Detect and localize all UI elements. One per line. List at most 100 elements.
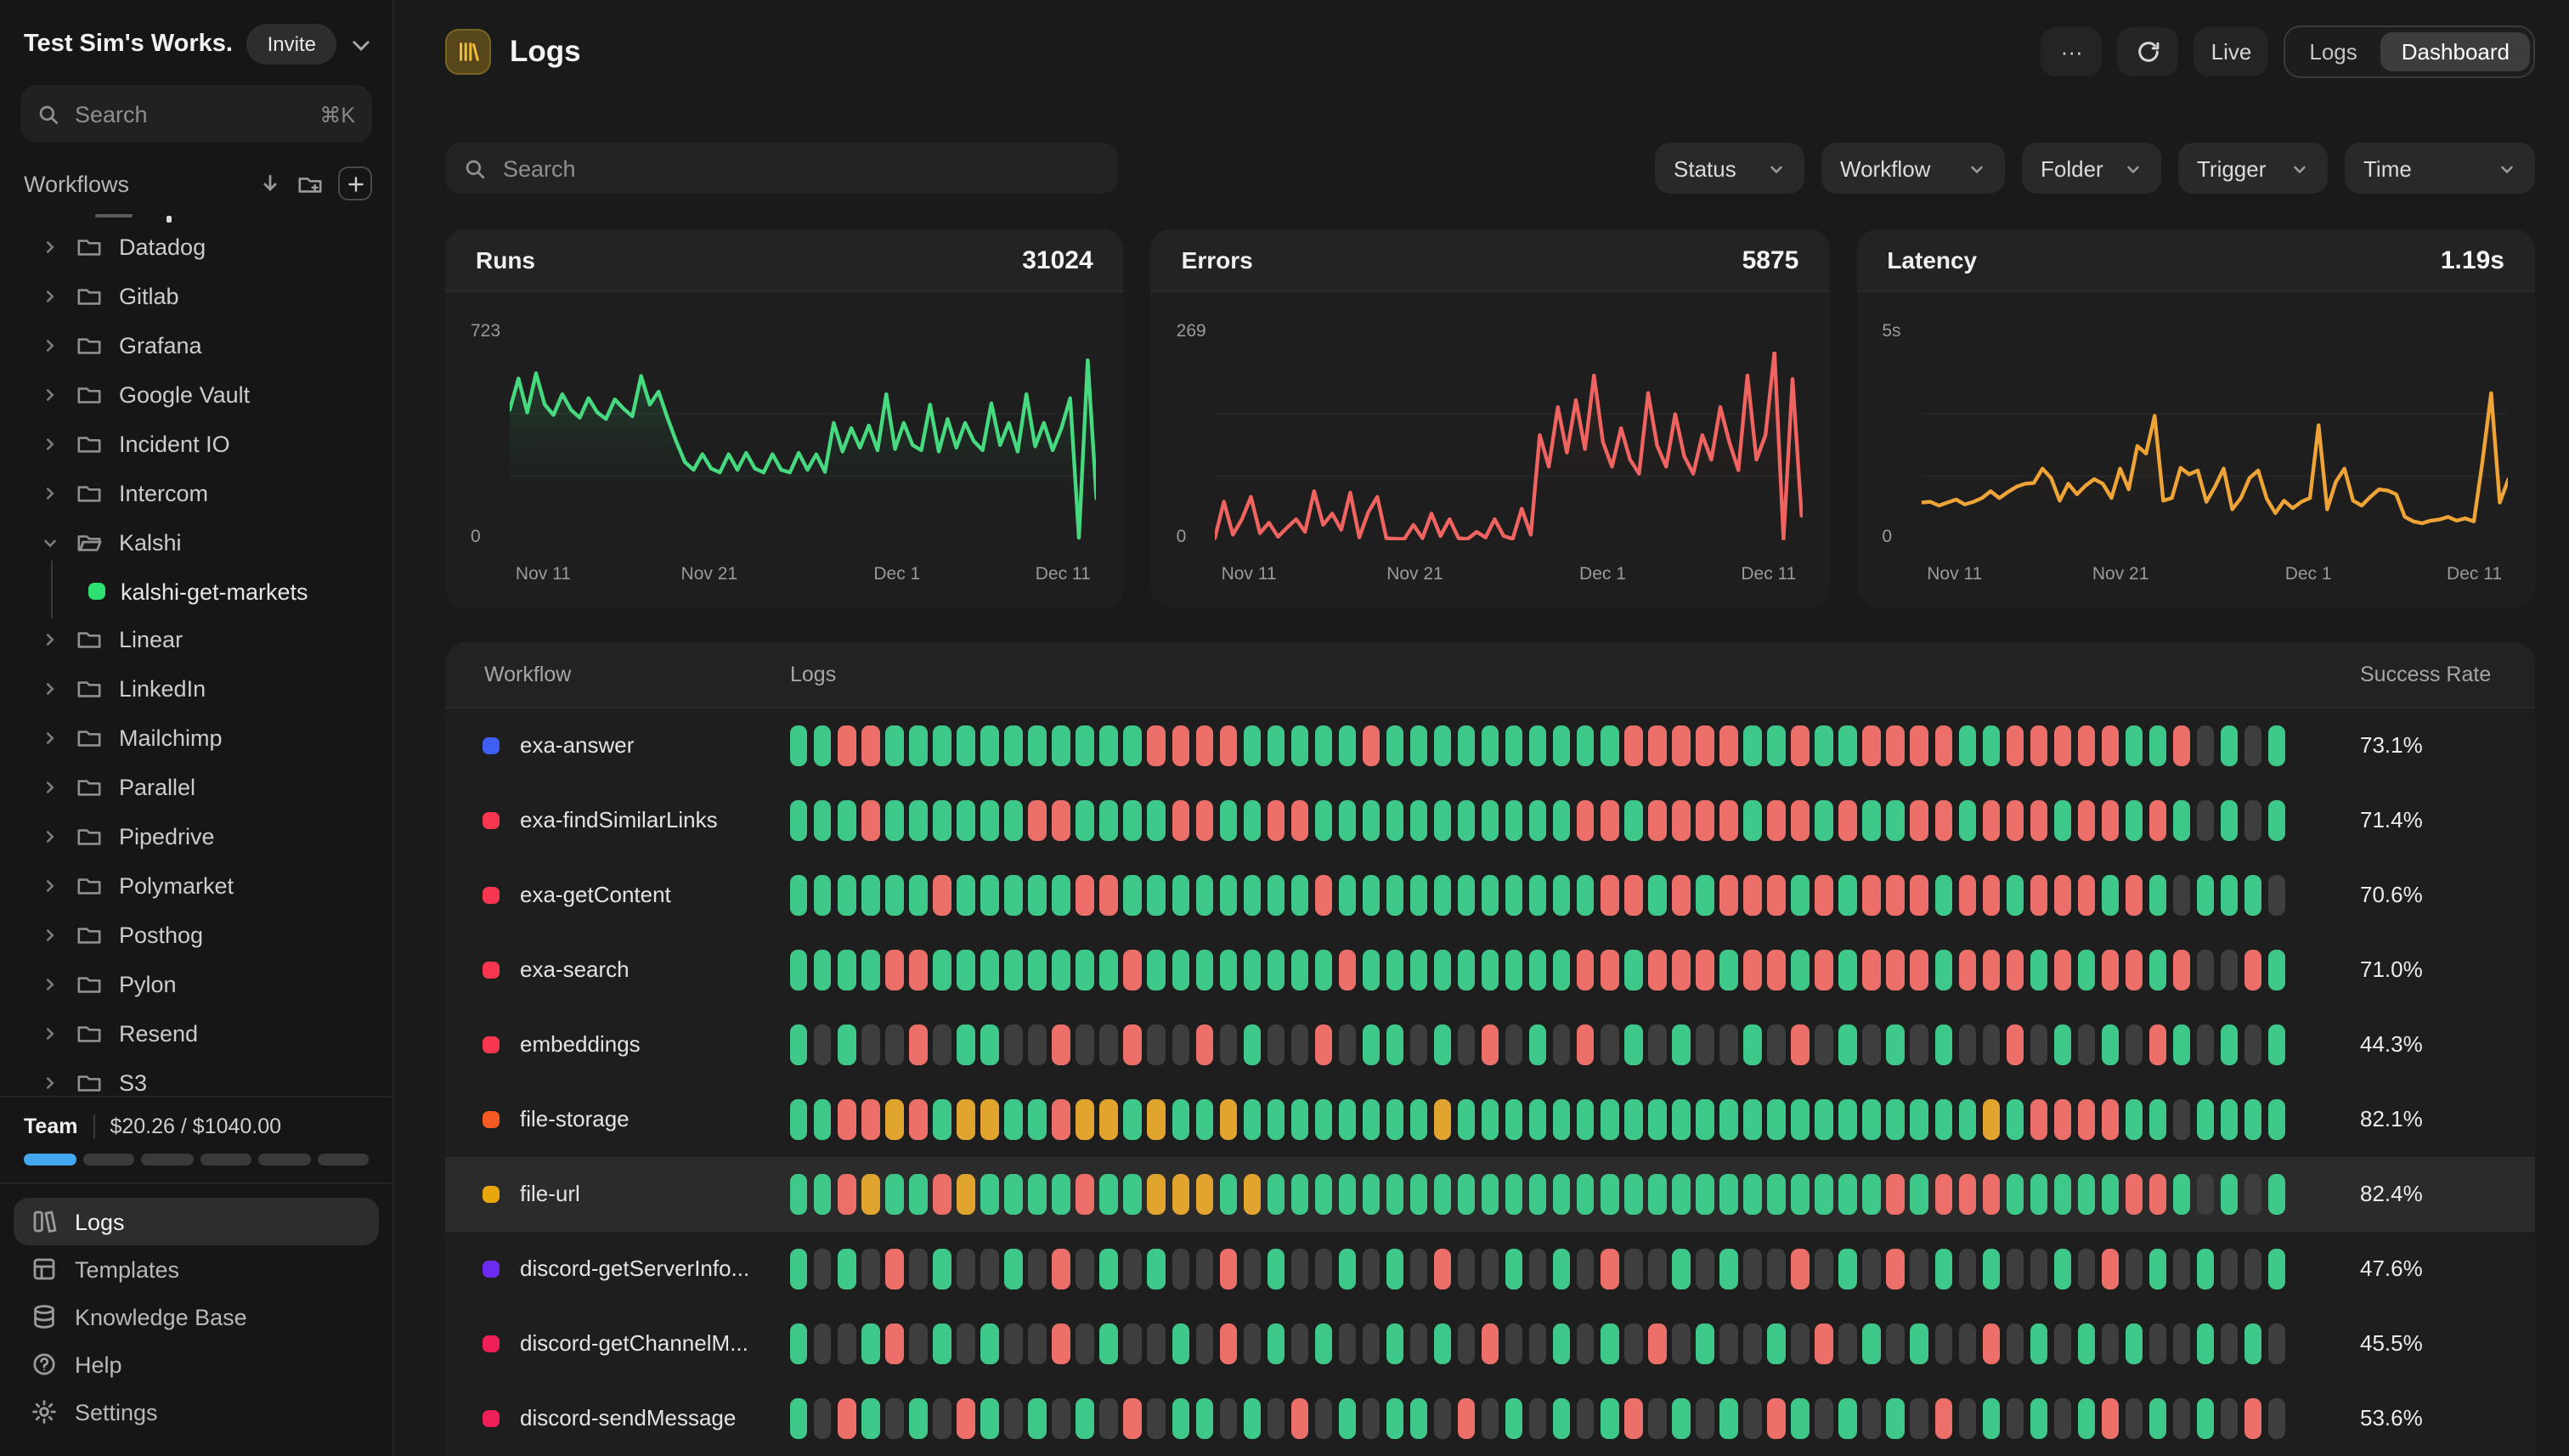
log-segment[interactable] — [2197, 1323, 2215, 1364]
sidebar-folder-polymarket[interactable]: Polymarket — [0, 861, 392, 911]
log-segment[interactable] — [1839, 725, 1857, 766]
log-segment[interactable] — [1958, 800, 1976, 841]
log-segment[interactable] — [1219, 875, 1237, 916]
log-segment[interactable] — [2173, 875, 2191, 916]
log-segment[interactable] — [2053, 725, 2071, 766]
log-segment[interactable] — [1482, 1398, 1499, 1439]
log-segment[interactable] — [1887, 950, 1905, 990]
table-row-embeddings[interactable]: embeddings44.3% — [445, 1007, 2535, 1082]
chevron-right-icon[interactable] — [41, 877, 59, 895]
sidebar-search-input[interactable] — [71, 99, 308, 128]
log-segment[interactable] — [2149, 1024, 2167, 1065]
log-segment[interactable] — [2006, 1024, 2024, 1065]
log-segment[interactable] — [814, 1398, 832, 1439]
log-segment[interactable] — [1553, 725, 1571, 766]
log-segment[interactable] — [981, 1249, 999, 1290]
log-segment[interactable] — [2077, 950, 2095, 990]
log-segment[interactable] — [1505, 1024, 1523, 1065]
log-segment[interactable] — [1577, 1099, 1595, 1140]
log-segment[interactable] — [1934, 1398, 1952, 1439]
log-segment[interactable] — [1601, 1024, 1618, 1065]
filter-time[interactable]: Time — [2345, 143, 2535, 194]
logs-search-input[interactable] — [500, 154, 1099, 183]
log-segment[interactable] — [1958, 1398, 1976, 1439]
log-segment[interactable] — [981, 1024, 999, 1065]
log-segment[interactable] — [2053, 1024, 2071, 1065]
log-segment[interactable] — [1744, 1024, 1762, 1065]
log-segment[interactable] — [2244, 800, 2262, 841]
chevron-down-icon[interactable] — [350, 33, 372, 55]
log-segment[interactable] — [1100, 1249, 1118, 1290]
log-segment[interactable] — [2030, 1398, 2047, 1439]
log-segment[interactable] — [1410, 1323, 1428, 1364]
invite-button[interactable]: Invite — [247, 24, 336, 65]
log-segment[interactable] — [2268, 1099, 2286, 1140]
chevron-right-icon[interactable] — [41, 1024, 59, 1043]
log-segment[interactable] — [1768, 875, 1786, 916]
log-segment[interactable] — [1648, 1398, 1666, 1439]
log-segment[interactable] — [1124, 875, 1142, 916]
log-segment[interactable] — [1124, 725, 1142, 766]
log-segment[interactable] — [1577, 1398, 1595, 1439]
log-segment[interactable] — [1601, 725, 1618, 766]
log-segment[interactable] — [861, 1323, 879, 1364]
log-segment[interactable] — [933, 1323, 951, 1364]
log-segment[interactable] — [1243, 725, 1261, 766]
log-segment[interactable] — [1863, 1099, 1881, 1140]
log-segment[interactable] — [1386, 800, 1404, 841]
log-segment[interactable] — [1243, 1099, 1261, 1140]
log-segment[interactable] — [885, 800, 903, 841]
log-segment[interactable] — [1529, 1398, 1547, 1439]
log-segment[interactable] — [957, 1174, 974, 1215]
log-segment[interactable] — [1290, 950, 1308, 990]
log-segment[interactable] — [1887, 1024, 1905, 1065]
log-segment[interactable] — [1148, 1323, 1166, 1364]
log-segment[interactable] — [1648, 725, 1666, 766]
log-segment[interactable] — [1219, 1249, 1237, 1290]
log-segment[interactable] — [1744, 1174, 1762, 1215]
log-segment[interactable] — [1314, 1024, 1332, 1065]
log-segment[interactable] — [2268, 800, 2286, 841]
log-segment[interactable] — [1719, 950, 1737, 990]
log-segment[interactable] — [1887, 1174, 1905, 1215]
log-segment[interactable] — [861, 1174, 879, 1215]
log-segment[interactable] — [1719, 1024, 1737, 1065]
logs-search[interactable] — [445, 143, 1118, 194]
log-segment[interactable] — [1577, 1249, 1595, 1290]
log-segment[interactable] — [1792, 800, 1810, 841]
log-segment[interactable] — [1267, 1398, 1284, 1439]
log-segment[interactable] — [2077, 1174, 2095, 1215]
log-segment[interactable] — [1744, 1323, 1762, 1364]
log-segment[interactable] — [838, 950, 855, 990]
log-segment[interactable] — [1887, 725, 1905, 766]
log-segment[interactable] — [1363, 1099, 1380, 1140]
log-segment[interactable] — [1958, 950, 1976, 990]
log-segment[interactable] — [909, 1174, 927, 1215]
log-segment[interactable] — [790, 1024, 808, 1065]
log-segment[interactable] — [957, 1398, 974, 1439]
log-segment[interactable] — [1124, 800, 1142, 841]
log-segment[interactable] — [1243, 1174, 1261, 1215]
log-segment[interactable] — [885, 1398, 903, 1439]
chevron-right-icon[interactable] — [41, 926, 59, 945]
chevron-down-icon[interactable] — [41, 533, 59, 552]
log-segment[interactable] — [933, 1398, 951, 1439]
log-segment[interactable] — [2030, 725, 2047, 766]
log-segment[interactable] — [1005, 950, 1023, 990]
log-segment[interactable] — [2221, 875, 2239, 916]
sidebar-folder-grafana[interactable]: Grafana — [0, 321, 392, 370]
log-segment[interactable] — [1982, 1024, 2000, 1065]
log-segment[interactable] — [981, 800, 999, 841]
log-segment[interactable] — [1124, 950, 1142, 990]
log-segment[interactable] — [2221, 1024, 2239, 1065]
log-segment[interactable] — [2126, 950, 2143, 990]
log-segment[interactable] — [1148, 1024, 1166, 1065]
log-segment[interactable] — [1410, 725, 1428, 766]
log-segment[interactable] — [2268, 1174, 2286, 1215]
log-segment[interactable] — [1243, 950, 1261, 990]
log-segment[interactable] — [1505, 950, 1523, 990]
sidebar-workflow-kalshi-get-markets[interactable]: kalshi-get-markets — [0, 567, 392, 615]
log-segment[interactable] — [1243, 1249, 1261, 1290]
chevron-right-icon[interactable] — [41, 386, 59, 404]
log-segment[interactable] — [1624, 1099, 1642, 1140]
